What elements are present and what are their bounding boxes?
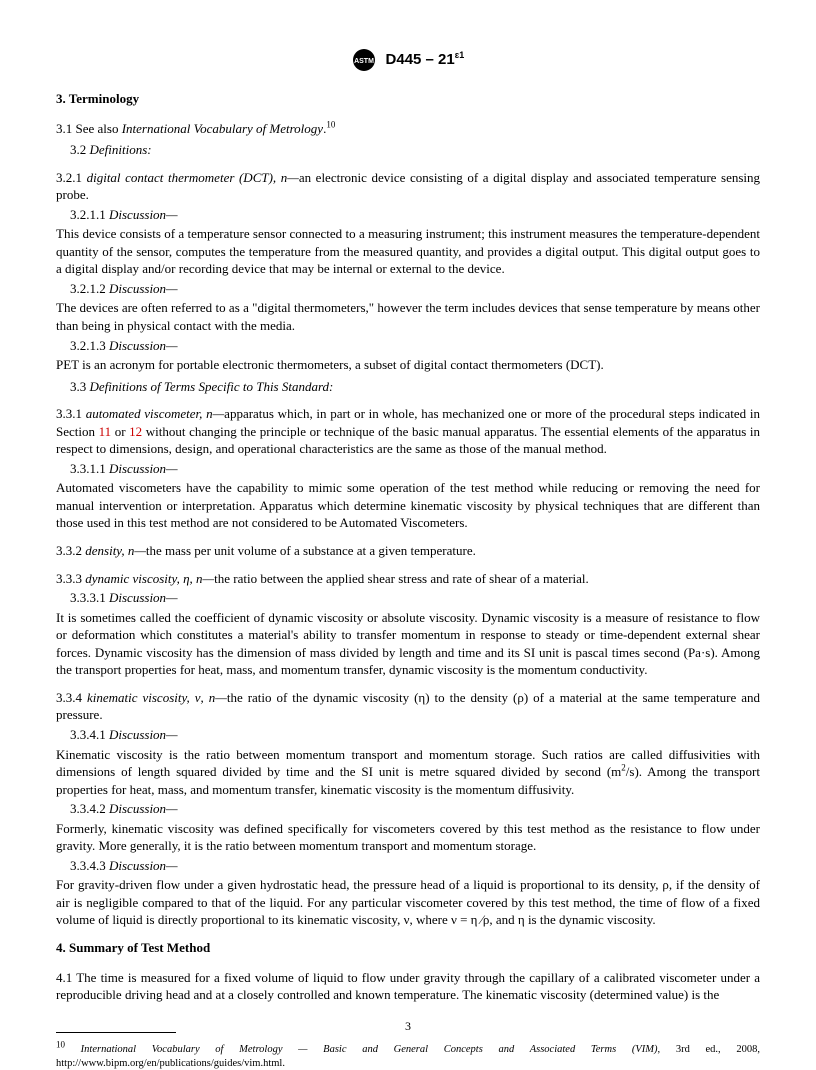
para-3-3: 3.3 Definitions of Terms Specific to Thi… xyxy=(56,378,760,396)
page-number: 3 xyxy=(0,1018,816,1034)
section-3-title: 3. Terminology xyxy=(56,90,760,108)
para-3-2-1-2-body: The devices are often referred to as a "… xyxy=(56,299,760,334)
para-3-3-1: 3.3.1 automated viscometer, n—apparatus … xyxy=(56,405,760,458)
para-3-3-3: 3.3.3 dynamic viscosity, η, n—the ratio … xyxy=(56,570,760,588)
svg-text:ASTM: ASTM xyxy=(354,58,374,65)
section-4-title: 4. Summary of Test Method xyxy=(56,939,760,957)
designation-text: D445 – 21 xyxy=(386,51,455,68)
para-3-2: 3.2 Definitions: xyxy=(56,141,760,159)
para-3-3-4: 3.3.4 kinematic viscosity, ν, n—the rati… xyxy=(56,689,760,724)
para-3-3-3-1-label: 3.3.3.1 Discussion— xyxy=(56,589,760,607)
para-3-3-4-2-body: Formerly, kinematic viscosity was define… xyxy=(56,820,760,855)
para-3-3-2: 3.3.2 density, n—the mass per unit volum… xyxy=(56,542,760,560)
para-3-2-1-3-body: PET is an acronym for portable electroni… xyxy=(56,356,760,374)
section-link-12[interactable]: 12 xyxy=(129,424,142,439)
para-3-3-4-2-label: 3.3.4.2 Discussion— xyxy=(56,800,760,818)
para-3-2-1-2-label: 3.2.1.2 Discussion— xyxy=(56,280,760,298)
para-3-3-1-1-body: Automated viscometers have the capabilit… xyxy=(56,479,760,532)
para-4-1: 4.1 The time is measured for a fixed vol… xyxy=(56,969,760,1004)
footnote-ref-10: 10 xyxy=(326,119,335,129)
page-header: ASTM D445 – 21ɛ1 xyxy=(56,48,760,72)
para-3-3-4-3-body: For gravity-driven flow under a given hy… xyxy=(56,876,760,929)
astm-logo: ASTM xyxy=(352,48,376,72)
para-3-2-1-1-label: 3.2.1.1 Discussion— xyxy=(56,206,760,224)
epsilon-superscript: ɛ1 xyxy=(455,50,464,60)
para-3-1: 3.1 See also International Vocabulary of… xyxy=(56,120,760,138)
para-3-3-4-1-body: Kinematic viscosity is the ratio between… xyxy=(56,746,760,799)
para-3-2-1: 3.2.1 digital contact thermometer (DCT),… xyxy=(56,169,760,204)
para-3-2-1-3-label: 3.2.1.3 Discussion— xyxy=(56,337,760,355)
para-3-2-1-1-body: This device consists of a temperature se… xyxy=(56,225,760,278)
standard-designation: D445 – 21ɛ1 xyxy=(386,50,465,70)
para-3-3-3-1-body: It is sometimes called the coefficient o… xyxy=(56,609,760,679)
footnote-10: 10 International Vocabulary of Metrology… xyxy=(56,1043,760,1070)
para-3-3-4-1-label: 3.3.4.1 Discussion— xyxy=(56,726,760,744)
para-3-3-4-3-label: 3.3.4.3 Discussion— xyxy=(56,857,760,875)
section-link-11[interactable]: 11 xyxy=(99,424,112,439)
para-3-3-1-1-label: 3.3.1.1 Discussion— xyxy=(56,460,760,478)
